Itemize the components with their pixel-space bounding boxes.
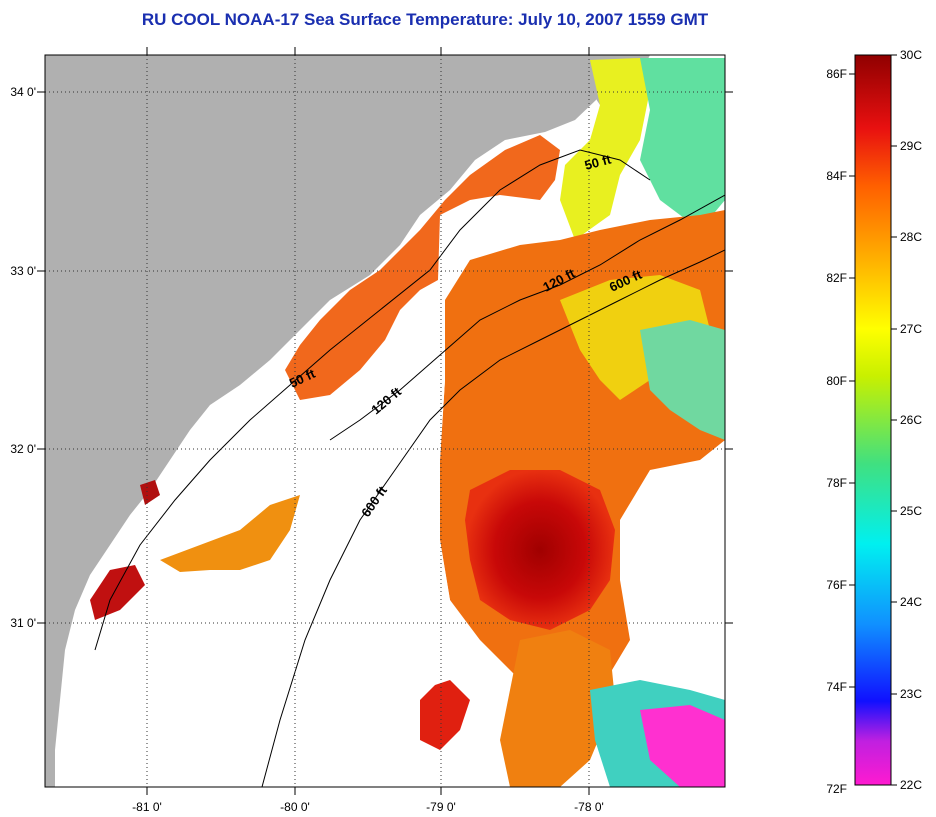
colorbar-c-30: 30C: [900, 48, 922, 62]
colorbar-c-28: 28C: [900, 230, 922, 244]
colorbar-f-84: 84F: [826, 169, 847, 183]
colorbar: [854, 54, 892, 786]
colorbar-c-25: 25C: [900, 504, 922, 518]
colorbar-ticks: [849, 54, 897, 786]
lat-label-31: 31 0': [10, 616, 36, 630]
colorbar-c-27: 27C: [900, 322, 922, 336]
sst-patch-south-orange: [500, 630, 615, 787]
colorbar-c-24: 24C: [900, 595, 922, 609]
sst-patch-south-magenta: [640, 705, 725, 787]
colorbar-f-78: 78F: [826, 476, 847, 490]
sst-patch-hot-core: [465, 470, 615, 630]
colorbar-f-74: 74F: [826, 680, 847, 694]
colorbar-c-26: 26C: [900, 413, 922, 427]
sst-patch-coastal-red-2: [140, 480, 160, 505]
map-title: RU COOL NOAA-17 Sea Surface Temperature:…: [141, 10, 709, 29]
colorbar-f-86: 86F: [826, 67, 847, 81]
tick-marks: [37, 47, 733, 795]
sst-patch-south-red: [420, 680, 470, 750]
colorbar-c-22: 22C: [900, 778, 922, 792]
lat-label-34: 34 0': [10, 85, 36, 99]
lon-label-78: -78 0': [574, 800, 604, 814]
map-frame: [44, 54, 726, 788]
colorbar-f-82: 82F: [826, 271, 847, 285]
sst-patch-north-cyan: [640, 58, 725, 230]
land-area: [45, 55, 600, 787]
contour-label-50ft-north: 50 ft: [583, 151, 613, 173]
lon-label-79: -79 0': [426, 800, 456, 814]
colorbar-c-29: 29C: [900, 139, 922, 153]
colorbar-f-80: 80F: [826, 374, 847, 388]
sst-patch-nearshore: [285, 135, 560, 400]
no-data-shelf-channel: [250, 285, 470, 787]
sst-patch-band-green: [640, 320, 725, 440]
isobath-600ft: [261, 249, 725, 787]
isobath-50ft: [94, 149, 651, 651]
sst-patch-shelf-orange: [160, 495, 300, 572]
colorbar-c-23: 23C: [900, 687, 922, 701]
lon-label-80: -80 0': [280, 800, 310, 814]
lon-label-81: -81 0': [132, 800, 162, 814]
gridlines: [45, 55, 725, 787]
sst-patch-north-yellow: [560, 58, 650, 240]
isobath-120ft: [329, 194, 725, 441]
colorbar-f-72: 72F: [826, 782, 847, 796]
colorbar-f-76: 76F: [826, 578, 847, 592]
lat-label-32: 32 0': [10, 442, 36, 456]
lat-label-33: 33 0': [10, 264, 36, 278]
sst-patch-coastal-red: [90, 565, 145, 620]
